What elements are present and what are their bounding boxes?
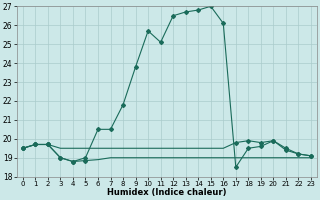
X-axis label: Humidex (Indice chaleur): Humidex (Indice chaleur) xyxy=(107,188,227,197)
